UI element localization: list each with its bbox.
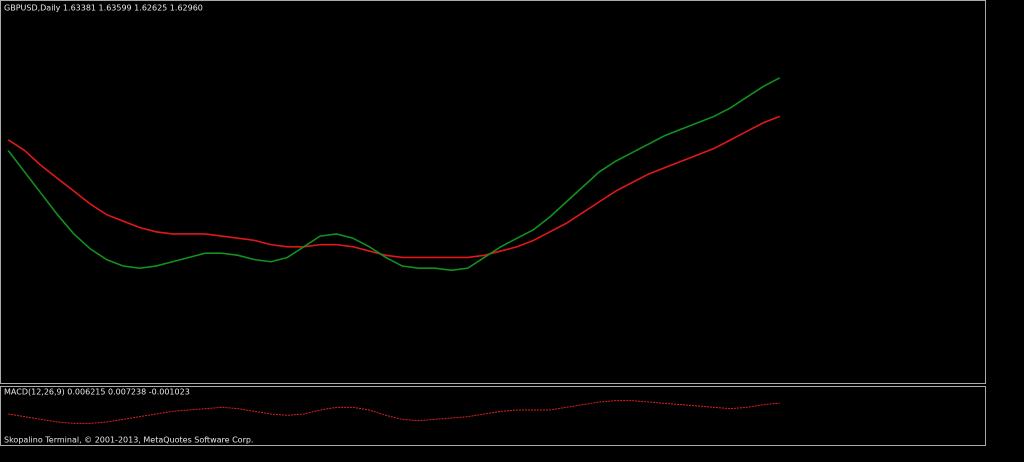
macd-signal [8, 400, 780, 424]
macd-title: MACD(12,26,9) 0.006215 0.007238 -0.00102… [4, 388, 190, 397]
marks-layer [7, 77, 781, 424]
macd-panel-frame [0, 386, 986, 446]
copyright: Skopalino Terminal, © 2001-2013, MetaQuo… [4, 436, 253, 445]
moving-average [7, 77, 781, 272]
moving-average [7, 115, 781, 259]
price-panel-frame [0, 0, 986, 384]
chart-title: GBPUSD,Daily 1.63381 1.63599 1.62625 1.6… [4, 4, 203, 13]
text-layer: GBPUSD,Daily 1.63381 1.63599 1.62625 1.6… [4, 4, 253, 445]
